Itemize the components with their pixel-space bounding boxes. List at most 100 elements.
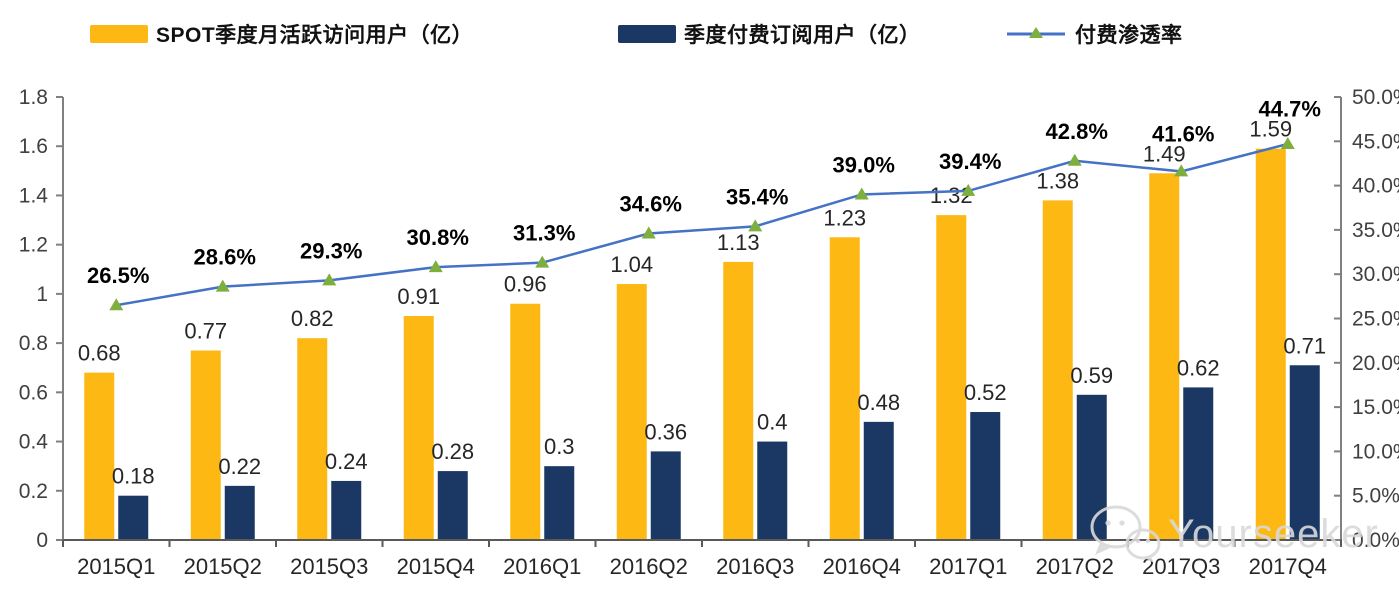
mau-bar bbox=[723, 261, 754, 540]
penetration-percent-label: 30.8% bbox=[407, 225, 469, 250]
legend-label-penetration: 付费渗透率 bbox=[1075, 24, 1183, 47]
penetration-marker bbox=[428, 260, 443, 273]
mau-value-label: 0.77 bbox=[184, 318, 227, 343]
x-axis-label: 2017Q3 bbox=[1142, 554, 1220, 579]
legend-line-marker-icon bbox=[1007, 27, 1065, 38]
subs-value-label: 0.4 bbox=[757, 410, 788, 435]
mau-value-label: 1.04 bbox=[610, 252, 653, 277]
mau-value-label: 1.49 bbox=[1143, 141, 1186, 166]
left-axis-tick-label: 0.4 bbox=[19, 431, 49, 454]
right-axis-tick-label: 30.0% bbox=[1352, 263, 1399, 286]
right-axis-tick-label: 25.0% bbox=[1352, 308, 1399, 331]
x-axis-label: 2017Q4 bbox=[1249, 554, 1327, 579]
legend-item-subs: 季度付费订阅用户（亿） bbox=[618, 16, 921, 52]
penetration-marker bbox=[322, 273, 337, 286]
penetration-percent-label: 28.6% bbox=[194, 245, 256, 270]
left-axis-tick-label: 1.6 bbox=[19, 135, 48, 158]
mau-value-label: 1.38 bbox=[1036, 168, 1079, 193]
legend-swatch-mau-bar bbox=[90, 25, 148, 43]
mau-bar bbox=[190, 350, 221, 540]
legend-item-penetration: 付费渗透率 bbox=[1005, 16, 1183, 52]
subs-bar bbox=[970, 412, 1001, 540]
x-axis-label: 2015Q1 bbox=[77, 554, 155, 579]
x-axis-label: 2017Q2 bbox=[1036, 554, 1114, 579]
left-axis-tick-label: 1.8 bbox=[19, 86, 48, 109]
subs-bar bbox=[331, 480, 362, 540]
mau-value-label: 0.82 bbox=[291, 306, 334, 331]
x-axis-label: 2016Q1 bbox=[503, 554, 581, 579]
legend-label-subs: 季度付费订阅用户（亿） bbox=[684, 24, 921, 47]
right-axis-tick-label: 15.0% bbox=[1352, 396, 1399, 419]
legend-item-mau: SPOT季度月活跃访问用户（亿） bbox=[90, 16, 473, 52]
penetration-percent-label: 39.4% bbox=[939, 149, 1001, 174]
subs-value-label: 0.24 bbox=[325, 449, 368, 474]
subs-bar bbox=[224, 485, 255, 540]
subs-value-label: 0.62 bbox=[1177, 355, 1220, 380]
penetration-marker bbox=[109, 298, 124, 311]
mau-value-label: 0.91 bbox=[397, 284, 440, 309]
penetration-percent-label: 42.8% bbox=[1046, 119, 1108, 144]
penetration-marker bbox=[1067, 153, 1082, 166]
left-axis-tick-label: 0.8 bbox=[19, 332, 48, 355]
subs-value-label: 0.48 bbox=[857, 390, 900, 415]
mau-bar bbox=[616, 284, 647, 540]
subs-value-label: 0.71 bbox=[1283, 333, 1326, 358]
penetration-marker bbox=[641, 226, 656, 239]
subs-bar bbox=[437, 471, 468, 540]
right-axis-tick-label: 35.0% bbox=[1352, 219, 1399, 242]
mau-bar bbox=[297, 338, 328, 540]
penetration-percent-label: 29.3% bbox=[300, 238, 362, 263]
x-axis-label: 2015Q2 bbox=[184, 554, 262, 579]
right-axis-tick-label: 20.0% bbox=[1352, 352, 1399, 375]
x-axis-label: 2015Q3 bbox=[290, 554, 368, 579]
subs-bar bbox=[1076, 394, 1107, 540]
left-axis-tick-label: 1.4 bbox=[19, 184, 49, 207]
right-axis-tick-label: 5.0% bbox=[1352, 485, 1399, 508]
x-axis-label: 2017Q1 bbox=[929, 554, 1007, 579]
penetration-percent-label: 44.7% bbox=[1259, 97, 1321, 122]
right-axis-tick-label: 0.0% bbox=[1352, 529, 1399, 552]
penetration-marker bbox=[1174, 164, 1189, 177]
mau-bar bbox=[1042, 200, 1073, 540]
subs-bar bbox=[757, 441, 788, 540]
mau-value-label: 1.13 bbox=[717, 230, 760, 255]
subs-bar bbox=[1289, 365, 1320, 540]
mau-bar bbox=[829, 237, 860, 541]
penetration-percent-label: 39.0% bbox=[833, 152, 895, 177]
subs-bar bbox=[863, 421, 894, 540]
subs-bar bbox=[544, 466, 575, 540]
x-axis-label: 2016Q3 bbox=[716, 554, 794, 579]
subs-value-label: 0.36 bbox=[644, 419, 687, 444]
right-axis-tick-label: 40.0% bbox=[1352, 175, 1399, 198]
mau-bar bbox=[84, 372, 115, 540]
mau-value-label: 1.23 bbox=[823, 205, 866, 230]
mau-bar bbox=[936, 215, 967, 540]
mau-bar bbox=[1149, 173, 1180, 541]
mau-value-label: 0.68 bbox=[78, 341, 121, 366]
mau-value-label: 1.59 bbox=[1249, 117, 1292, 142]
penetration-marker bbox=[854, 187, 869, 200]
penetration-percent-label: 34.6% bbox=[620, 191, 682, 216]
left-axis-tick-label: 0.2 bbox=[19, 480, 48, 503]
right-axis-tick-label: 45.0% bbox=[1352, 130, 1399, 153]
penetration-percent-label: 35.4% bbox=[726, 184, 788, 209]
subs-bar bbox=[650, 451, 681, 540]
penetration-marker bbox=[1280, 136, 1295, 149]
mau-bar bbox=[1255, 148, 1286, 540]
right-axis-tick-label: 10.0% bbox=[1352, 440, 1399, 463]
x-axis-label: 2016Q2 bbox=[610, 554, 688, 579]
penetration-marker bbox=[215, 279, 230, 292]
left-axis-tick-label: 1 bbox=[36, 283, 48, 306]
left-axis-tick-label: 0.6 bbox=[19, 381, 48, 404]
penetration-percent-label: 41.6% bbox=[1152, 121, 1214, 146]
penetration-percent-label: 26.5% bbox=[87, 263, 149, 288]
x-axis-label: 2015Q4 bbox=[397, 554, 475, 579]
subs-value-label: 0.52 bbox=[964, 380, 1007, 405]
penetration-line bbox=[116, 142, 1289, 307]
subs-value-label: 0.22 bbox=[218, 454, 261, 479]
mau-bar bbox=[403, 316, 434, 540]
left-axis-tick-label: 1.2 bbox=[19, 234, 48, 257]
legend-label-mau: SPOT季度月活跃访问用户（亿） bbox=[156, 24, 474, 47]
